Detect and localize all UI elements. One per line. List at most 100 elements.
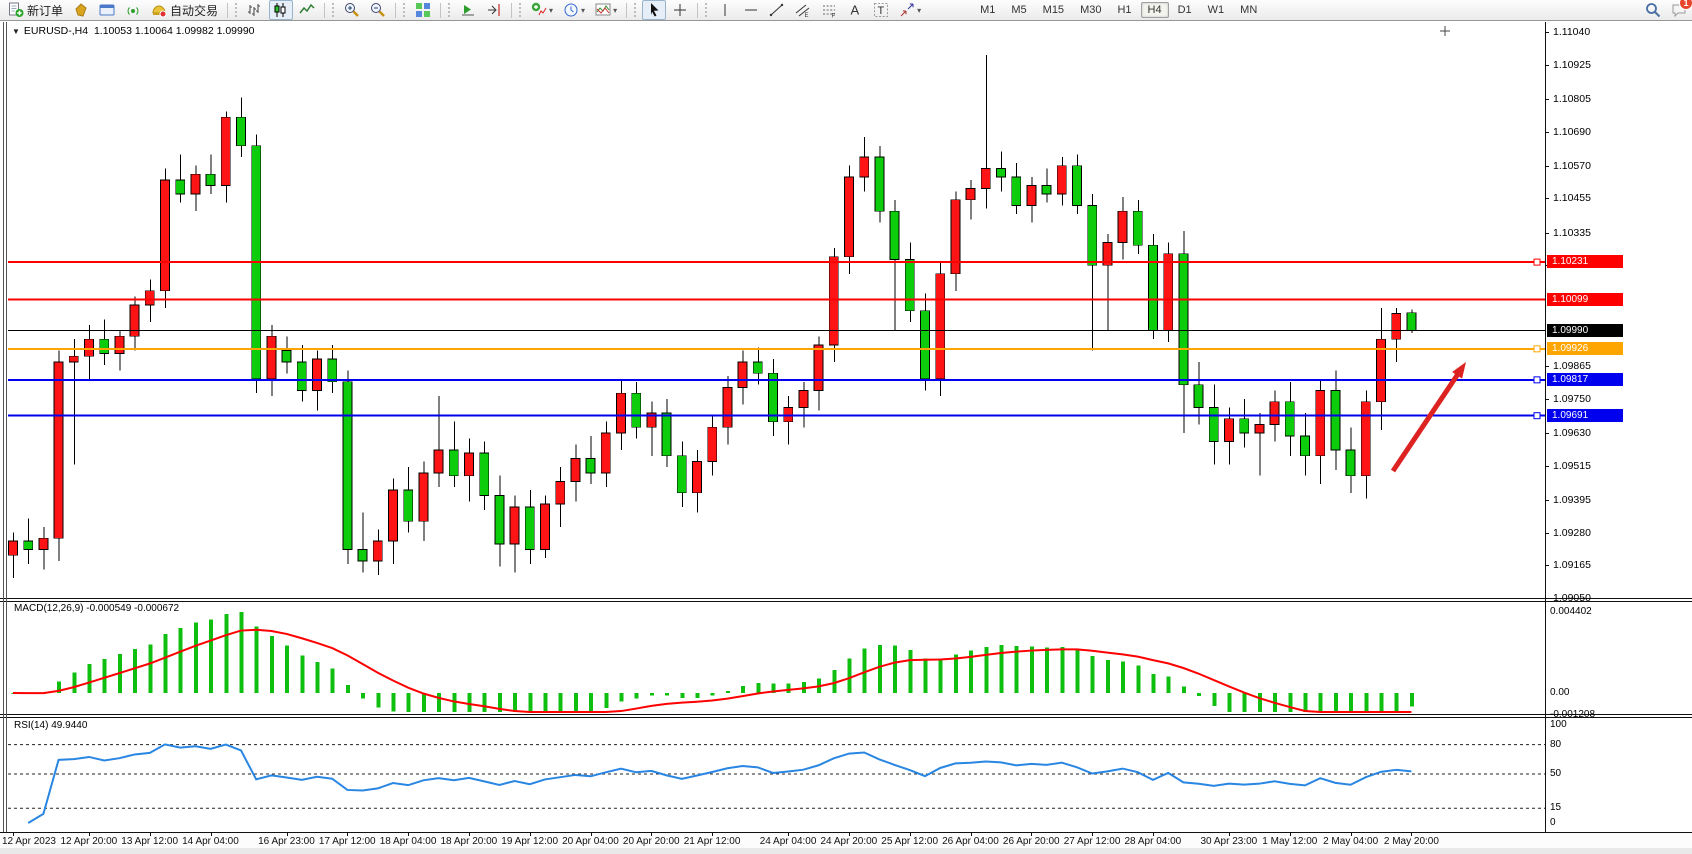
price-axis-tick (1545, 398, 1549, 400)
chevron-down-icon[interactable]: ▾ (917, 5, 922, 15)
label-icon: T (874, 3, 889, 17)
zoom-out-button[interactable] (366, 0, 390, 20)
price-axis-tick (1545, 131, 1549, 133)
templates-button[interactable]: ▾ (591, 0, 621, 20)
price-axis-tick (1545, 597, 1549, 599)
price-axis-label: 1.11040 (1553, 26, 1591, 38)
trendline-tool-button[interactable] (765, 0, 789, 20)
line-handle[interactable] (1533, 376, 1541, 384)
timeframe-H1-button[interactable]: H1 (1117, 4, 1132, 16)
arrows-tool-button[interactable]: ▾ (895, 0, 925, 20)
timeframe-M5-button[interactable]: M5 (1011, 4, 1027, 16)
pane-separator[interactable] (0, 714, 1692, 718)
time-axis-tick (347, 833, 349, 836)
rsi-label: RSI(14) 49.9440 (14, 720, 88, 731)
support-line-2[interactable] (8, 412, 1545, 420)
line-handle[interactable] (1533, 258, 1541, 266)
trend-arrow-annotation[interactable] (1390, 362, 1466, 473)
rsi-line (27, 743, 1412, 824)
timeframe-M1-button[interactable]: M1 (980, 4, 996, 16)
toolbar-grip[interactable] (705, 3, 709, 17)
zoom-out-icon (371, 3, 385, 17)
time-axis-label: 2 May 20:00 (1383, 836, 1439, 847)
toolbar-grip[interactable] (235, 3, 239, 17)
price-axis-label: 1.09395 (1553, 493, 1591, 506)
styler-button[interactable] (69, 0, 93, 20)
price-axis-tick (1545, 499, 1549, 501)
time-axis-label: 27 Apr 12:00 (1063, 836, 1121, 847)
zoom-in-button[interactable] (340, 0, 364, 20)
price-axis-label: 1.09165 (1553, 559, 1591, 572)
vertical-line-tool-button[interactable] (713, 0, 737, 20)
line-handle[interactable] (1533, 412, 1541, 420)
support-line-1[interactable] (8, 376, 1545, 384)
macd-histogram (11, 612, 1414, 712)
timeframe-D1-button[interactable]: D1 (1177, 4, 1192, 16)
indicators-icon (531, 2, 547, 16)
timeframe-W1-button[interactable]: W1 (1207, 4, 1225, 16)
search-button[interactable] (1641, 0, 1665, 20)
new-order-button[interactable]: 新订单 (4, 0, 67, 20)
time-axis-tick (712, 833, 714, 836)
resistance-line-1[interactable] (8, 258, 1545, 266)
timeframe-M30-button[interactable]: M30 (1080, 4, 1102, 16)
price-tag-1.10099: 1.10099 (1547, 292, 1623, 306)
time-axis-label: 25 Apr 12:00 (881, 836, 939, 847)
auto-scroll-button[interactable] (456, 0, 480, 20)
tile-windows-button[interactable] (411, 0, 435, 20)
channel-icon: E (795, 4, 810, 18)
toolbar-grip[interactable] (332, 3, 336, 17)
time-axis[interactable] (0, 833, 1692, 848)
notifications-button[interactable]: 1 (1667, 0, 1692, 20)
text-tool-button[interactable]: A (843, 0, 867, 20)
toolbar-grip[interactable] (403, 3, 407, 17)
chevron-down-icon[interactable]: ▾ (549, 5, 554, 15)
indicators-button[interactable]: ▾ (527, 0, 557, 20)
time-axis-label: 26 Apr 04:00 (942, 836, 999, 847)
crosshair-tool-button[interactable] (668, 0, 692, 20)
time-axis-tick (1153, 833, 1154, 836)
price-axis-tick (1545, 198, 1549, 200)
main-price-chart[interactable] (8, 22, 1545, 598)
toolbar-grip[interactable] (519, 3, 523, 17)
toolbar-separator (697, 2, 699, 18)
macd-label: MACD(12,26,9) -0.000549 -0.000672 (14, 603, 180, 614)
toolbar-separator (511, 2, 513, 18)
chevron-down-icon[interactable]: ▾ (613, 5, 618, 15)
timeframe-M15-button[interactable]: M15 (1042, 4, 1065, 16)
one-click-trading-toggle[interactable]: ▼ (12, 27, 20, 36)
autotrading-button[interactable]: 自动交易 (147, 0, 222, 20)
line-handle[interactable] (1533, 345, 1541, 353)
svg-text:T: T (878, 5, 885, 17)
horizontal-line-tool-button[interactable] (739, 0, 763, 20)
toolbar-separator (324, 2, 326, 18)
equidistant-channel-tool-button[interactable]: E (791, 0, 815, 20)
cursor-tool-button[interactable] (642, 0, 667, 20)
vline-icon (724, 4, 726, 16)
terminal-button[interactable] (95, 0, 119, 20)
signals-icon (127, 7, 139, 15)
chart-shift-button[interactable] (482, 0, 506, 20)
toolbar-grip[interactable] (448, 3, 452, 17)
timeframe-H4-button[interactable]: H4 (1140, 2, 1169, 18)
macd-axis-label: -0.001208 (1550, 709, 1596, 721)
fibonacci-tool-button[interactable]: F (817, 0, 841, 20)
signals-button[interactable] (121, 0, 145, 20)
time-axis-tick (1411, 833, 1413, 836)
chevron-down-icon[interactable]: ▾ (581, 5, 586, 15)
text-label-tool-button[interactable]: T (869, 0, 893, 20)
mac d-pane[interactable] (8, 600, 1545, 714)
bar-chart-button[interactable] (243, 0, 267, 20)
periods-button[interactable]: ▾ (559, 0, 589, 20)
window-border (6, 22, 7, 832)
pivot-line[interactable] (8, 345, 1545, 353)
rsi-pane[interactable] (8, 716, 1545, 832)
rsi-axis-label: 50 (1550, 768, 1562, 779)
price-axis-tick (1545, 32, 1549, 33)
timeframe-MN-button[interactable]: MN (1240, 4, 1258, 16)
candlestick-chart-button[interactable] (269, 0, 294, 20)
line-chart-button[interactable] (295, 0, 319, 20)
time-axis-tick (849, 833, 850, 836)
pane-separator[interactable] (0, 598, 1692, 602)
toolbar-grip[interactable] (634, 3, 638, 17)
